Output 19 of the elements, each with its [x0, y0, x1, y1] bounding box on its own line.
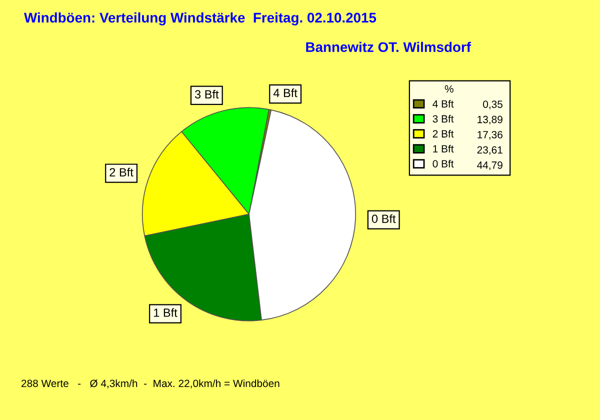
slice-label: 0 Bft — [372, 214, 396, 223]
data-label: 0,35 — [483, 100, 502, 110]
slice-label: 2 Bft — [110, 168, 134, 176]
slice-label: 4 Bft — [273, 88, 298, 98]
chart-subtitle: Bannewitz OT. Wilmsdorf — [306, 42, 472, 52]
data-label: 44,79 — [477, 161, 502, 170]
legend-label: 2 Bft — [432, 130, 454, 138]
slice-label: 3 Bft — [194, 90, 219, 99]
data-label: 23,61 — [477, 146, 502, 155]
slice-label: 1 Bft — [154, 308, 178, 317]
legend-label: 0 Bft — [432, 160, 454, 168]
legend-label: 1 Bft — [433, 144, 454, 152]
data-label: 13,89 — [478, 116, 502, 124]
legend-title: % — [444, 85, 454, 93]
legend-label: 4 Bft — [432, 100, 454, 108]
data-label: 17,36 — [478, 131, 502, 140]
text: 288 Werte - Ø 4,3km/h - Max. 22,0km/h = Windböen — [22, 379, 280, 388]
legend-label: 3 Bft — [432, 114, 454, 123]
chart-title: Windböen: Verteilung Windstärke Freitag. 02.10.2015 — [24, 12, 376, 26]
